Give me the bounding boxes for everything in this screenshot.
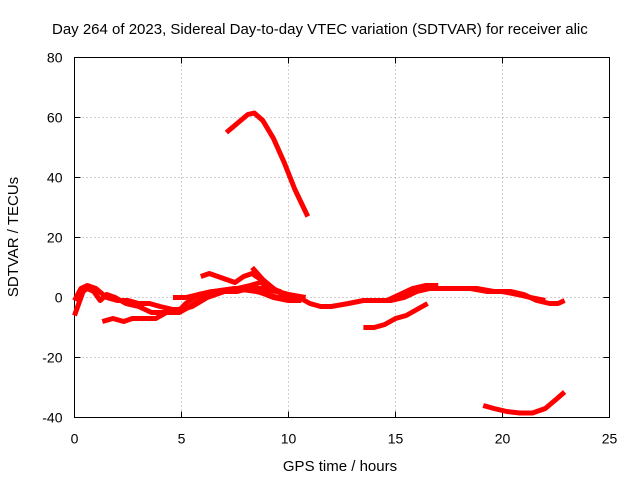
x-tick-label: 0 xyxy=(71,431,79,447)
y-tick-label: -40 xyxy=(42,410,62,426)
axis-ticks: 0 5 10 15 20 25 -40 -20 0 20 40 60 80 xyxy=(42,50,617,447)
x-tick-label: 20 xyxy=(495,431,511,447)
data-series xyxy=(72,110,567,416)
y-tick-label: 80 xyxy=(47,50,63,66)
x-tick-label: 25 xyxy=(602,431,618,447)
chart-title: Day 264 of 2023, Sidereal Day-to-day VTE… xyxy=(52,21,588,38)
x-tick-label: 10 xyxy=(281,431,297,447)
series-line-arc-10 xyxy=(405,286,546,303)
x-tick-label: 5 xyxy=(178,431,186,447)
series-line-arc-9 xyxy=(385,283,439,303)
y-axis-title: SDTVAR / TECUs xyxy=(5,177,22,297)
y-tick-label: -20 xyxy=(42,350,62,366)
y-tick-label: 0 xyxy=(55,290,63,306)
series-line-arc-12 xyxy=(482,390,567,416)
x-axis-title: GPS time / hours xyxy=(283,458,397,475)
x-tick-label: 15 xyxy=(388,431,404,447)
series-line-arc-11 xyxy=(363,301,429,330)
y-tick-label: 20 xyxy=(47,230,63,246)
y-tick-label: 60 xyxy=(47,110,63,126)
series-line-arc-1 xyxy=(224,110,311,218)
y-tick-label: 40 xyxy=(47,170,63,186)
grid-lines xyxy=(74,57,610,418)
